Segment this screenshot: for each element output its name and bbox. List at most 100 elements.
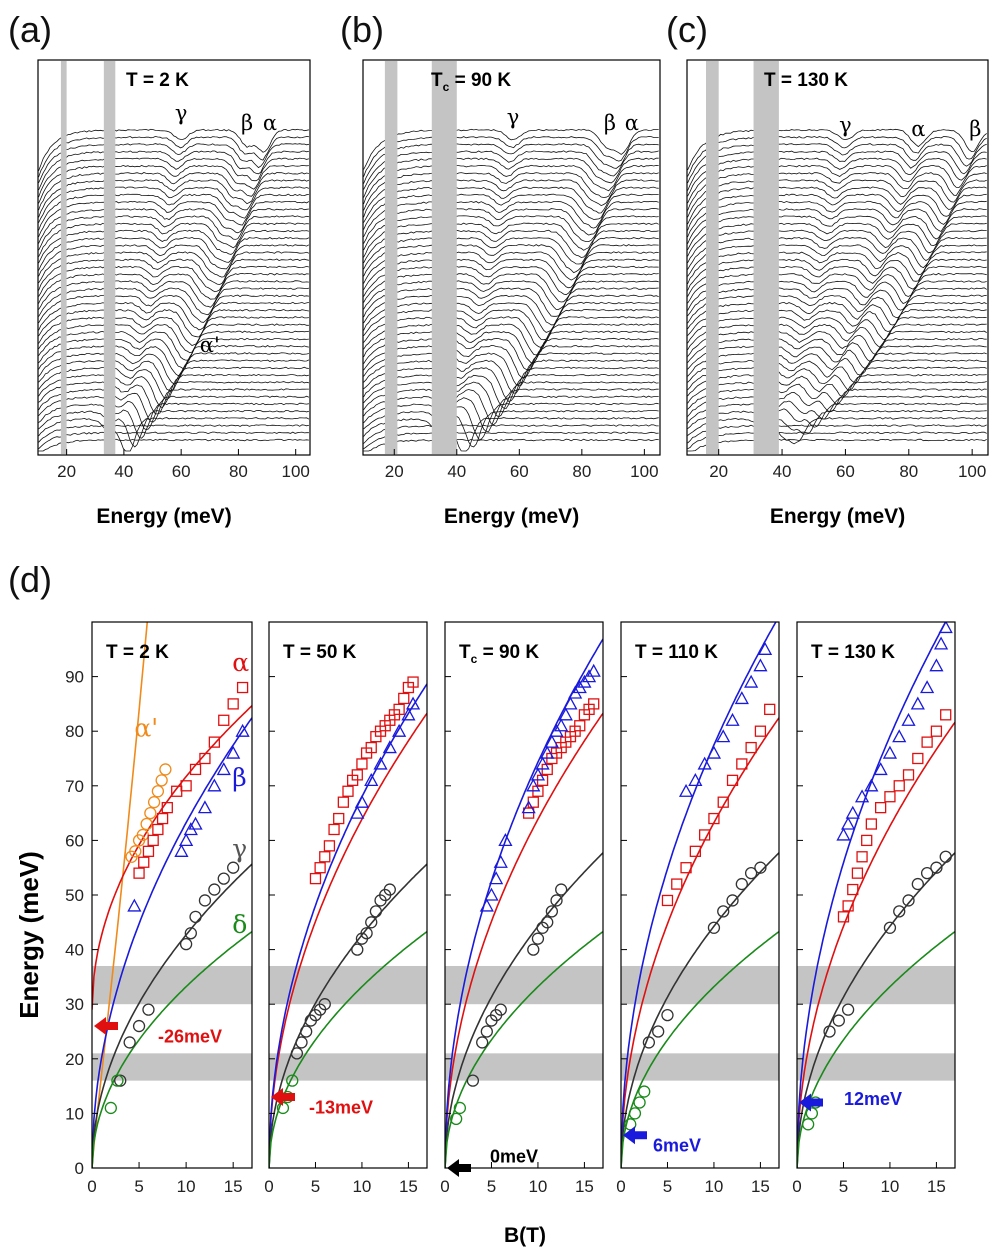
excluded-band	[621, 1053, 779, 1081]
data-point-alpha	[218, 714, 230, 726]
x-tick-label: 40	[114, 462, 133, 481]
spectrum-trace	[687, 193, 987, 231]
spectrum-trace	[38, 366, 309, 401]
data-point-alpha_prime	[151, 785, 165, 798]
spectrum-trace	[38, 381, 309, 415]
data-point-gamma	[318, 998, 331, 1011]
data-point-gamma	[883, 921, 897, 934]
panel-label-b: (b)	[340, 9, 384, 50]
data-point-gamma	[744, 867, 758, 880]
spectrum-trace	[363, 294, 659, 326]
data-point-alpha	[847, 883, 859, 896]
panel-title: T = 130 K	[764, 70, 848, 91]
data-point-gamma	[179, 937, 193, 951]
data-point-alpha	[180, 780, 192, 792]
x-tick-label: 5	[487, 1177, 496, 1196]
spectrum-trace	[38, 143, 309, 183]
spectrum-trace	[363, 258, 659, 290]
spectrum-trace	[687, 172, 987, 211]
x-tick-label: 5	[663, 1177, 672, 1196]
series-label-alpha_prime: α'	[134, 714, 158, 743]
offset-label: 6meV	[653, 1136, 701, 1156]
data-point-beta	[179, 833, 194, 847]
data-point-gamma	[227, 861, 240, 874]
data-point-gamma	[717, 905, 730, 918]
x-axis-label: Energy (meV)	[444, 505, 579, 528]
panel-title: Tc = 90 K	[459, 642, 539, 666]
data-point-gamma	[198, 894, 212, 907]
data-point-beta	[586, 663, 601, 677]
panel-title: Tc = 90 K	[431, 70, 511, 94]
data-point-gamma	[365, 916, 378, 929]
plot-content	[269, 676, 427, 1168]
data-point-beta	[757, 641, 773, 655]
spectrum-trace	[38, 186, 310, 223]
data-point-gamma	[217, 872, 230, 885]
spectrum-trace	[363, 237, 659, 270]
spectrum-trace	[38, 424, 310, 443]
data-point-gamma	[939, 850, 952, 863]
data-point-beta	[188, 816, 203, 830]
data-point-alpha	[754, 725, 767, 737]
series-label-delta: δ	[232, 910, 247, 939]
x-tick-label: 60	[836, 462, 855, 481]
data-point-gamma	[360, 927, 373, 940]
spectrum-trace	[363, 193, 659, 230]
peak-label: γ	[507, 105, 520, 129]
peak-label: γ	[839, 113, 852, 137]
data-point-alpha	[689, 845, 702, 857]
spectrum-trace	[38, 150, 310, 191]
data-point-alpha	[837, 911, 850, 923]
data-point-gamma	[369, 905, 383, 918]
x-tick-label: 100	[958, 462, 986, 481]
spectrum-trace	[38, 200, 310, 237]
spectra-panel-(a): 20 40 60 80 100 Energy (meV) T = 2 K γ β α α'	[37, 59, 311, 528]
data-point-beta	[226, 745, 241, 759]
fit-curve-alpha	[269, 712, 427, 1168]
data-point-gamma	[930, 861, 943, 874]
x-tick-label: 10	[704, 1177, 723, 1196]
fit-curve-alpha	[445, 712, 603, 1168]
data-point-gamma	[132, 1019, 146, 1033]
x-axis-label: Energy (meV)	[96, 505, 231, 528]
spectrum-trace	[363, 381, 659, 418]
spectrum-trace	[363, 128, 659, 170]
data-point-gamma	[735, 877, 748, 891]
data-point-alpha	[671, 878, 683, 890]
data-point-beta	[864, 778, 879, 792]
spectrum-trace	[687, 208, 987, 244]
data-point-alpha_prime	[159, 763, 172, 776]
x-tick-label: 20	[709, 462, 728, 481]
x-tick-label: 0	[616, 1177, 625, 1196]
excluded-band	[621, 965, 779, 1005]
data-point-alpha	[356, 758, 368, 770]
spectrum-trace	[363, 172, 659, 211]
panel-title: T = 2 K	[126, 70, 189, 91]
spectrum-trace	[687, 352, 987, 377]
data-point-gamma	[754, 861, 767, 874]
fit-curve-alpha_prime	[92, 622, 149, 1168]
data-point-gamma	[527, 943, 540, 956]
spectrum-trace	[363, 323, 659, 356]
x-axis-label: Energy (meV)	[770, 505, 905, 528]
spectrum-trace	[687, 373, 987, 397]
peak-label: γ	[175, 101, 188, 125]
x-tick-label: 40	[773, 462, 792, 481]
data-point-beta	[405, 696, 421, 710]
data-point-beta	[910, 696, 925, 710]
plot-frame	[362, 59, 661, 456]
panel-title: T = 2 K	[106, 642, 169, 663]
data-point-gamma	[541, 916, 554, 929]
data-point-alpha	[574, 720, 586, 732]
x-tick-label: 10	[880, 1177, 899, 1196]
spectrum-trace	[687, 301, 987, 330]
fit-curve-delta	[269, 930, 427, 1168]
data-point-alpha	[912, 752, 924, 765]
data-point-delta	[638, 1085, 651, 1098]
spectrum-trace	[38, 294, 309, 324]
data-point-gamma	[642, 1036, 656, 1049]
data-point-beta	[841, 816, 856, 830]
plot-content	[797, 622, 955, 1168]
spectrum-trace	[687, 200, 987, 238]
